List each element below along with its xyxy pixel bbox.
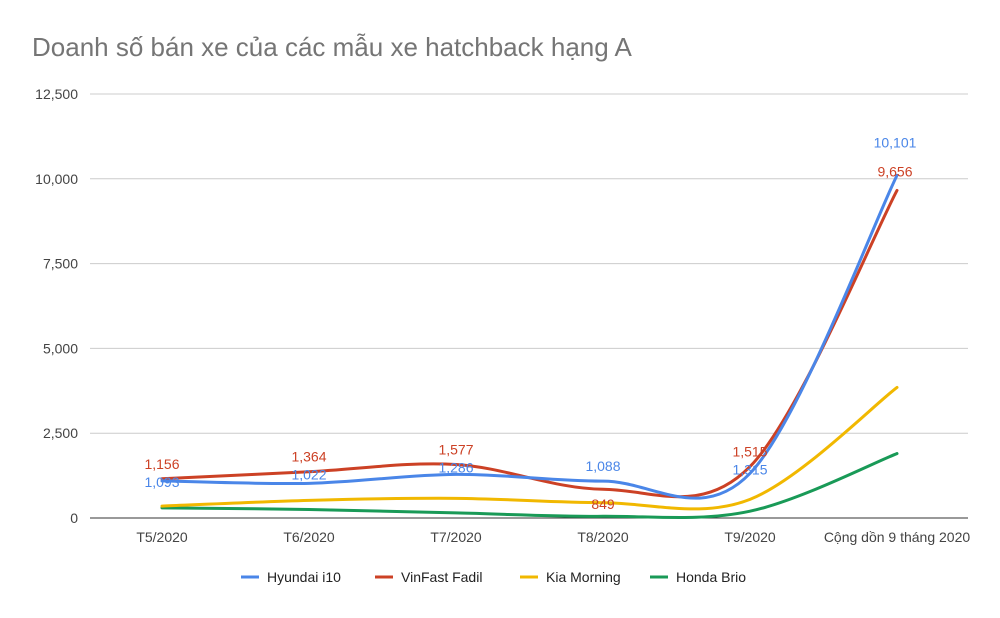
data-label-vinfast-fadil: 1,156: [144, 456, 179, 472]
data-label-vinfast-fadil: 9,656: [877, 163, 912, 179]
data-label-hyundai-i10: 1,286: [438, 460, 473, 476]
data-labels: 1,093 1,022 1,286 1,088 1,315 10,101 1,156 1,36…: [144, 134, 916, 512]
grid-lines: [90, 93, 968, 519]
y-tick-label: 12,500: [35, 86, 78, 102]
y-tick-label: 5,000: [43, 340, 78, 356]
x-tick-label: T6/2020: [283, 529, 335, 545]
series-line-honda-brio: [160, 452, 899, 520]
y-tick-label: 7,500: [43, 256, 78, 272]
legend-label: Kia Morning: [546, 569, 621, 585]
data-label-vinfast-fadil: 849: [591, 496, 615, 512]
legend-item-vinfast-fadil: VinFast Fadil: [375, 569, 482, 585]
x-tick-label: T5/2020: [136, 529, 188, 545]
legend-item-hyundai-i10: Hyundai i10: [241, 569, 341, 585]
legend: Hyundai i10 VinFast Fadil Kia Morning Honda…: [241, 569, 746, 585]
chart-title: Doanh số bán xe của các mẫu xe hatchback…: [32, 32, 632, 62]
x-tick-label: Cộng dồn 9 tháng 2020: [824, 529, 971, 545]
y-tick-label: 10,000: [35, 171, 78, 187]
data-label-hyundai-i10: 1,022: [291, 467, 326, 483]
y-axis: 0 2,500 5,000 7,500 10,000 12,500: [35, 86, 78, 526]
x-axis: T5/2020 T6/2020 T7/2020 T8/2020 T9/2020 Cộng …: [136, 529, 970, 545]
legend-item-honda-brio: Honda Brio: [650, 569, 746, 585]
data-label-hyundai-i10: 1,093: [144, 474, 179, 490]
x-tick-label: T9/2020: [724, 529, 776, 545]
data-label-vinfast-fadil: 1,577: [438, 442, 473, 458]
data-label-vinfast-fadil: 1,515: [732, 444, 767, 460]
x-tick-label: T7/2020: [430, 529, 482, 545]
data-label-vinfast-fadil: 1,364: [291, 449, 326, 465]
legend-label: Honda Brio: [676, 569, 746, 585]
data-label-hyundai-i10: 1,088: [585, 458, 620, 474]
y-tick-label: 2,500: [43, 425, 78, 441]
legend-label: Hyundai i10: [267, 569, 341, 585]
legend-item-kia-morning: Kia Morning: [520, 569, 621, 585]
y-tick-label: 0: [70, 510, 78, 526]
x-tick-label: T8/2020: [577, 529, 629, 545]
series-line-hyundai-i10: [160, 173, 899, 500]
data-label-hyundai-i10: 1,315: [732, 462, 767, 478]
series-line-kia-morning: [160, 385, 899, 511]
legend-label: VinFast Fadil: [401, 569, 482, 585]
series-lines: [160, 173, 899, 520]
data-label-hyundai-i10: 10,101: [874, 134, 917, 150]
series-line-vinfast-fadil: [160, 188, 899, 499]
